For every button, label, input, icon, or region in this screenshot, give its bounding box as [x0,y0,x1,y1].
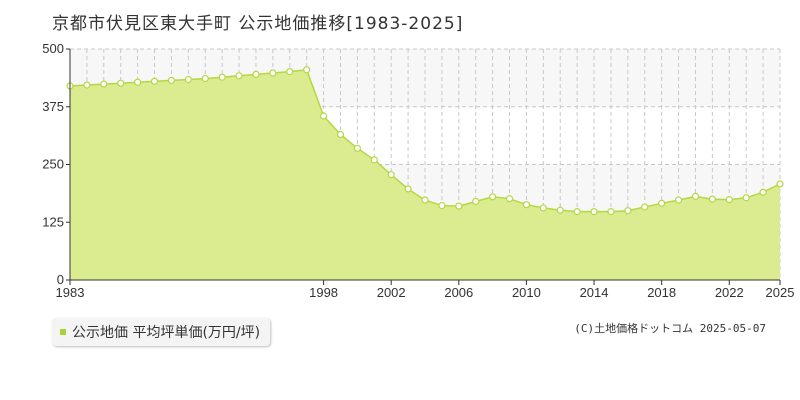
y-tick-label: 250 [42,157,64,172]
x-tick-label: 2002 [377,285,406,300]
data-point [489,193,497,201]
data-point [759,188,767,196]
data-point [235,72,243,80]
data-point [201,74,209,83]
data-point [286,68,294,76]
data-point [624,207,632,215]
data-point [303,66,311,74]
data-point [658,199,666,207]
y-tick-label: 125 [42,214,64,229]
legend-swatch [60,329,66,335]
data-point [150,77,159,85]
data-point [134,78,142,86]
x-tick-label: 2025 [766,285,795,300]
data-point [252,70,260,79]
data-point [539,204,547,212]
data-point [725,196,733,204]
x-tick-label: 2018 [647,285,676,300]
data-point [353,144,361,152]
x-tick-label: 2022 [715,285,744,300]
legend: 公示地価 平均坪単価(万円/坪) [52,318,271,346]
chart-title: 京都市伏見区東大手町 公示地価推移[1983-2025] [52,14,464,34]
data-point [742,194,750,202]
data-point [556,206,564,214]
data-point [590,208,598,216]
data-point [472,197,480,206]
y-tick-label: 0 [57,272,64,287]
credit-text: (C)土地価格ドットコム 2025-05-07 [574,322,766,335]
data-point [184,75,192,84]
x-axis-ticks: 1983 1998 2002 2006 2010 2014 2018 2022 2025 [56,280,795,300]
data-point [641,203,649,211]
data-point [117,79,125,87]
data-point [83,81,91,89]
data-point [421,196,429,204]
legend-label: 公示地価 平均坪単価(万円/坪) [72,325,261,341]
data-point [522,201,531,209]
x-tick-label: 2014 [580,285,609,300]
data-point [269,69,277,77]
data-point [218,73,226,81]
data-point [455,202,463,210]
x-tick-label: 2010 [512,285,541,300]
y-tick-label: 375 [42,99,64,114]
data-point [438,202,446,210]
y-tick-label: 500 [42,41,64,56]
x-tick-label: 1983 [56,285,85,300]
area-fill [70,69,780,280]
data-point [607,208,615,216]
data-point [404,185,412,193]
data-point [776,180,784,188]
data-point [674,196,683,204]
data-point [319,112,328,120]
data-point [387,171,395,179]
data-point [167,76,176,85]
data-point [708,195,716,203]
data-point [370,156,378,164]
data-point [505,195,514,203]
data-point [573,208,581,216]
x-tick-label: 1998 [309,285,338,300]
data-point [100,80,108,88]
data-point [691,192,700,200]
data-point [336,130,345,139]
y-axis-ticks: 0 125 250 375 500 [42,41,70,287]
x-tick-label: 2006 [444,285,473,300]
data-points [66,66,784,216]
